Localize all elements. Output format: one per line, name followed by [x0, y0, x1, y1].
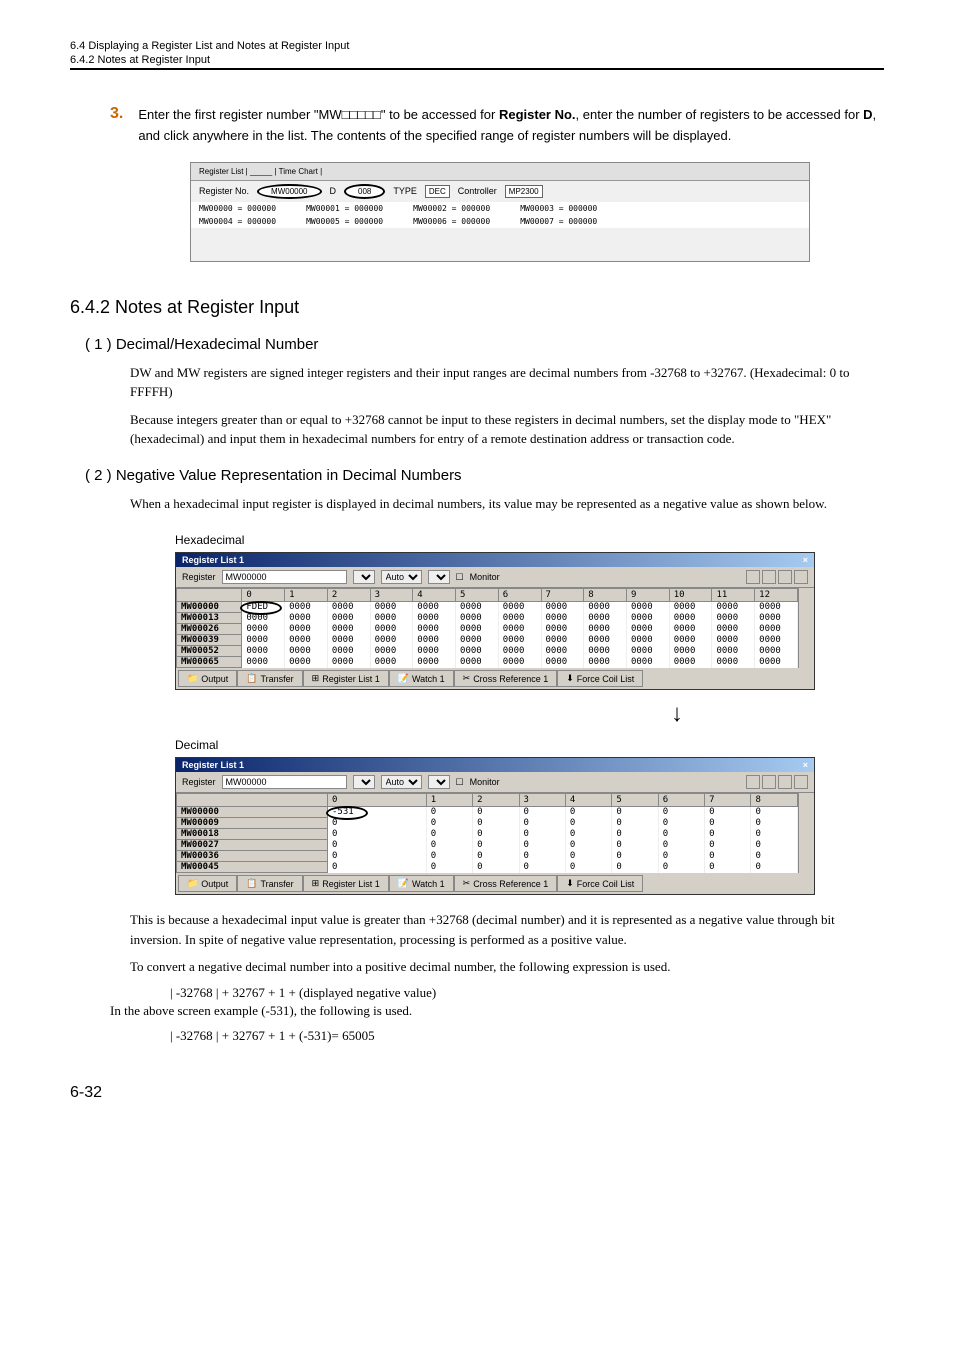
- auto-select[interactable]: Auto: [381, 775, 422, 789]
- tab-xref[interactable]: ✂Cross Reference 1: [454, 670, 558, 687]
- dec-bottom-tabs: 📁Output 📋Transfer ⊞Register List 1 📝Watc…: [176, 873, 814, 894]
- monitor-label: Monitor: [470, 777, 500, 787]
- toolbar-icons: [746, 570, 808, 584]
- hex-bottom-tabs: 📁Output 📋Transfer ⊞Register List 1 📝Watc…: [176, 668, 814, 689]
- ss1-type-label: TYPE: [393, 186, 417, 196]
- step-text-2: , enter the number of registers to be ac…: [576, 107, 864, 122]
- header-subsection: 6.4.2 Notes at Register Input: [70, 54, 884, 70]
- dec-table: 012345678MW00000-53100000000MW0000900000…: [176, 793, 798, 873]
- monitor-checkbox[interactable]: ☐: [456, 777, 464, 788]
- close-icon[interactable]: ×: [803, 555, 808, 565]
- tb-icon-1[interactable]: [746, 570, 760, 584]
- tab-reglist[interactable]: ⊞Register List 1: [303, 875, 389, 892]
- sub1-para1: DW and MW registers are signed integer r…: [130, 363, 884, 402]
- ss1-cell: MW00004 = 000000: [199, 217, 276, 226]
- tab-watch[interactable]: 📝Watch 1: [389, 670, 454, 687]
- register-label: Register: [182, 572, 216, 582]
- ss1-cell: MW00003 = 000000: [520, 204, 597, 213]
- tab-output[interactable]: 📁Output: [178, 875, 237, 892]
- ss1-data-row2: MW00004 = 000000 MW00005 = 000000 MW0000…: [191, 215, 809, 228]
- footer-p3: In the above screen example (-531), the …: [110, 1001, 884, 1021]
- ss1-cell: MW00001 = 000000: [306, 204, 383, 213]
- hex-toolbar: Register Auto ☐ Monitor: [176, 567, 814, 588]
- step-bold-2: D: [863, 107, 872, 122]
- scrollbar[interactable]: [798, 588, 814, 668]
- page-number: 6-32: [70, 1084, 884, 1102]
- tb-icon-3[interactable]: [778, 570, 792, 584]
- ss1-cell: MW00000 = 000000: [199, 204, 276, 213]
- tab-reglist[interactable]: ⊞Register List 1: [303, 670, 389, 687]
- step-3: 3. Enter the first register number "MW□□…: [110, 105, 884, 147]
- tb-icon-4[interactable]: [794, 570, 808, 584]
- dec-window-title: Register List 1 ×: [176, 758, 814, 772]
- step-text-1: Enter the first register number "MW□□□□□…: [138, 107, 499, 122]
- ss1-type-select[interactable]: DEC: [425, 185, 450, 198]
- close-icon[interactable]: ×: [803, 760, 808, 770]
- register-label: Register: [182, 777, 216, 787]
- monitor-checkbox[interactable]: ☐: [456, 572, 464, 583]
- title-text: Register List 1: [182, 760, 244, 770]
- ss1-tabs: Register List | _____ | Time Chart |: [191, 163, 809, 181]
- sub1-para2: Because integers greater than or equal t…: [130, 410, 884, 449]
- header-section-title: 6.4 Displaying a Register List and Notes…: [70, 40, 884, 52]
- arrow-down-icon: ↓: [470, 700, 884, 728]
- hex-register-window: Register List 1 × Register Auto ☐ Monito…: [175, 552, 815, 690]
- register-input[interactable]: [222, 570, 347, 584]
- ss1-cell: MW00002 = 000000: [413, 204, 490, 213]
- ss1-controls: Register No. MW00000 D 008 TYPE DEC Cont…: [191, 181, 809, 202]
- tab-transfer[interactable]: 📋Transfer: [237, 670, 302, 687]
- hex-table: 0123456789101112MW00000FDED0000000000000…: [176, 588, 798, 668]
- hex-label: Hexadecimal: [175, 533, 884, 547]
- monitor-label: Monitor: [470, 572, 500, 582]
- footer-p2: To convert a negative decimal number int…: [130, 957, 884, 977]
- sub2-para1: When a hexadecimal input register is dis…: [130, 494, 884, 514]
- dropdown-2[interactable]: [428, 775, 450, 789]
- auto-select[interactable]: Auto: [381, 570, 422, 584]
- dec-register-window: Register List 1 × Register Auto ☐ Monito…: [175, 757, 815, 895]
- tab-force[interactable]: ⬇Force Coil List: [557, 670, 643, 687]
- title-text: Register List 1: [182, 555, 244, 565]
- ss1-cell: MW00005 = 000000: [306, 217, 383, 226]
- step-text: Enter the first register number "MW□□□□□…: [138, 105, 884, 147]
- formula-2: | -32768 | + 32767 + 1 + (-531)= 65005: [170, 1028, 884, 1044]
- section-heading: 6.4.2 Notes at Register Input: [70, 297, 884, 318]
- ss1-reg-input[interactable]: MW00000: [257, 184, 321, 199]
- footer-p1: This is because a hexadecimal input valu…: [130, 910, 884, 949]
- register-input[interactable]: [222, 775, 347, 789]
- ss1-cell: MW00006 = 000000: [413, 217, 490, 226]
- ss1-data-row1: MW00000 = 000000 MW00001 = 000000 MW0000…: [191, 202, 809, 215]
- subsection-2-heading: ( 2 ) Negative Value Representation in D…: [85, 467, 884, 484]
- toolbar-icons: [746, 775, 808, 789]
- tab-output[interactable]: 📁Output: [178, 670, 237, 687]
- screenshot-register-list: Register List | _____ | Time Chart | Reg…: [190, 162, 810, 262]
- dropdown-2[interactable]: [428, 570, 450, 584]
- step-bold-1: Register No.: [499, 107, 576, 122]
- formula-1: | -32768 | + 32767 + 1 + (displayed nega…: [170, 985, 884, 1001]
- ss1-reg-label: Register No.: [199, 186, 249, 196]
- tab-xref[interactable]: ✂Cross Reference 1: [454, 875, 558, 892]
- tb-icon-1[interactable]: [746, 775, 760, 789]
- ss1-ctrl-val: MP2300: [505, 185, 543, 198]
- dropdown-1[interactable]: [353, 570, 375, 584]
- ss1-d-input[interactable]: 008: [344, 184, 385, 199]
- ss1-ctrl-label: Controller: [458, 186, 497, 196]
- ss1-d-label: D: [330, 186, 337, 196]
- tb-icon-3[interactable]: [778, 775, 792, 789]
- tab-watch[interactable]: 📝Watch 1: [389, 875, 454, 892]
- subsection-1-heading: ( 1 ) Decimal/Hexadecimal Number: [85, 336, 884, 353]
- dropdown-1[interactable]: [353, 775, 375, 789]
- scrollbar[interactable]: [798, 793, 814, 873]
- dec-label: Decimal: [175, 738, 884, 752]
- tab-transfer[interactable]: 📋Transfer: [237, 875, 302, 892]
- step-number: 3.: [110, 105, 123, 147]
- tb-icon-2[interactable]: [762, 570, 776, 584]
- dec-toolbar: Register Auto ☐ Monitor: [176, 772, 814, 793]
- tb-icon-4[interactable]: [794, 775, 808, 789]
- tb-icon-2[interactable]: [762, 775, 776, 789]
- tab-force[interactable]: ⬇Force Coil List: [557, 875, 643, 892]
- hex-window-title: Register List 1 ×: [176, 553, 814, 567]
- ss1-cell: MW00007 = 000000: [520, 217, 597, 226]
